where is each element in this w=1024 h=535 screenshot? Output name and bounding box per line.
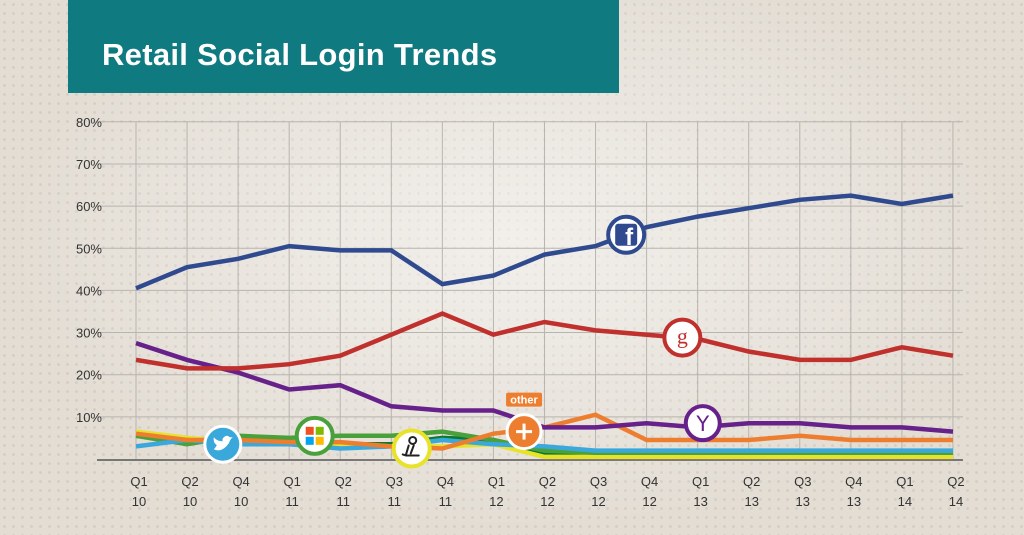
grid — [97, 121, 963, 461]
x-tick-label: 11 — [388, 494, 402, 509]
svg-text:g: g — [677, 324, 688, 349]
x-tick-label: 11 — [285, 494, 299, 509]
y-tick-label: 80% — [76, 115, 102, 130]
x-tick-label: 10 — [183, 494, 197, 509]
x-tick-label: Q2 — [743, 474, 760, 489]
x-tick-label: Q1 — [896, 474, 913, 489]
x-tick-label: Q4 — [641, 474, 658, 489]
facebook-icon: f — [606, 214, 647, 255]
x-tick-label: 13 — [796, 494, 810, 509]
y-tick-label: 70% — [76, 157, 102, 172]
y-tick-label: 50% — [76, 241, 102, 256]
x-tick-label: Q1 — [284, 474, 301, 489]
x-tick-label: 10 — [132, 494, 146, 509]
x-tick-label: Q2 — [335, 474, 352, 489]
yahoo-icon: Y — [683, 404, 722, 443]
x-tick-label: 13 — [744, 494, 758, 509]
microsoft-icon — [294, 415, 335, 456]
x-tick-label: 12 — [642, 494, 656, 509]
x-tick-label: 14 — [949, 494, 963, 509]
x-tick-label: Q4 — [845, 474, 862, 489]
series-line-facebook — [135, 193, 954, 291]
other-icon: other — [505, 392, 543, 451]
title-banner: Retail Social Login Trends — [68, 0, 619, 93]
series-line-yahoo — [135, 340, 954, 434]
x-tick-label: Q3 — [386, 474, 403, 489]
series-line-twitter — [135, 437, 953, 453]
aim-icon — [391, 428, 432, 469]
x-tick-label: Q3 — [794, 474, 811, 489]
twitter-icon — [203, 424, 243, 464]
series-line-google — [135, 311, 954, 371]
y-tick-label: 10% — [76, 410, 102, 425]
y-tick-label: 30% — [76, 326, 102, 341]
google-icon: g — [662, 317, 703, 358]
svg-text:Y: Y — [695, 412, 709, 436]
y-tick-label: 20% — [76, 368, 102, 383]
x-tick-label: Q1 — [692, 474, 709, 489]
x-tick-label: Q2 — [181, 474, 198, 489]
x-tick-label: Q1 — [130, 474, 147, 489]
x-tick-label: 13 — [847, 494, 861, 509]
other-label: other — [510, 395, 538, 407]
other-label-badge — [506, 392, 543, 407]
chart-title: Retail Social Login Trends — [102, 36, 498, 72]
svg-text:f: f — [625, 224, 634, 251]
x-tick-label: 12 — [591, 494, 605, 509]
x-tick-label: 12 — [489, 494, 503, 509]
x-tick-label: Q1 — [488, 474, 505, 489]
x-tick-label: Q4 — [232, 474, 249, 489]
x-tick-label: 12 — [540, 494, 554, 509]
x-tick-label: 11 — [336, 494, 350, 509]
y-tick-label: 60% — [76, 199, 102, 214]
x-tick-label: Q2 — [539, 474, 556, 489]
x-tick-label: 10 — [234, 494, 248, 509]
x-tick-label: Q2 — [947, 474, 964, 489]
x-tick-label: 14 — [898, 494, 912, 509]
x-tick-label: 11 — [439, 494, 453, 509]
y-tick-label: 40% — [76, 283, 102, 298]
x-tick-label: Q4 — [437, 474, 454, 489]
x-tick-label: Q3 — [590, 474, 607, 489]
x-tick-label: 13 — [693, 494, 707, 509]
